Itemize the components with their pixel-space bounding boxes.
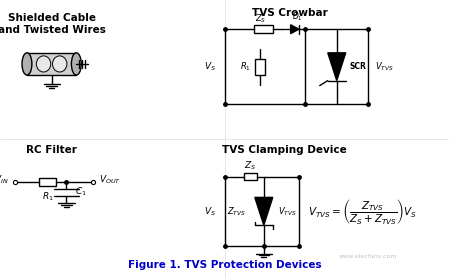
Polygon shape — [255, 197, 273, 225]
Ellipse shape — [36, 56, 51, 72]
Bar — [255, 59, 265, 75]
Text: $V_S$: $V_S$ — [203, 61, 216, 73]
Text: www.elecfans.com: www.elecfans.com — [339, 254, 397, 259]
Text: Shielded Cable
and Twisted Wires: Shielded Cable and Twisted Wires — [0, 13, 106, 35]
Text: TVS Clamping Device: TVS Clamping Device — [222, 145, 347, 155]
Text: $D_1$: $D_1$ — [292, 11, 302, 23]
Text: $R_1$: $R_1$ — [241, 61, 251, 73]
Polygon shape — [328, 53, 346, 81]
Text: $Z_S$: $Z_S$ — [255, 13, 266, 25]
Text: $V_S$: $V_S$ — [203, 205, 216, 217]
Text: $V_{IN}$: $V_{IN}$ — [0, 174, 9, 186]
Polygon shape — [291, 25, 299, 34]
Ellipse shape — [22, 53, 32, 75]
Text: SCR: SCR — [349, 62, 366, 71]
Text: $V_{OUT}$: $V_{OUT}$ — [99, 174, 121, 186]
Text: RC Filter: RC Filter — [26, 145, 77, 155]
Text: $Z_{TVS}$: $Z_{TVS}$ — [227, 205, 246, 217]
Bar — [27, 53, 76, 75]
Text: $V_{TVS} = \left(\dfrac{Z_{TVS}}{Z_S + Z_{TVS}}\right) V_S$: $V_{TVS} = \left(\dfrac{Z_{TVS}}{Z_S + Z… — [308, 197, 417, 226]
Bar — [40, 178, 56, 186]
Text: TVS Crowbar: TVS Crowbar — [252, 8, 327, 18]
Text: $R_1$: $R_1$ — [42, 191, 54, 203]
Bar — [244, 173, 257, 180]
Text: $Z_S$: $Z_S$ — [244, 159, 256, 172]
Text: Figure 1. TVS Protection Devices: Figure 1. TVS Protection Devices — [128, 260, 321, 270]
Text: $C_1$: $C_1$ — [75, 186, 86, 198]
Bar — [254, 25, 273, 33]
Text: $V_{TVS}$: $V_{TVS}$ — [375, 61, 394, 73]
Ellipse shape — [71, 53, 81, 75]
Text: $V_{TVS}$: $V_{TVS}$ — [278, 205, 297, 217]
Ellipse shape — [53, 56, 67, 72]
